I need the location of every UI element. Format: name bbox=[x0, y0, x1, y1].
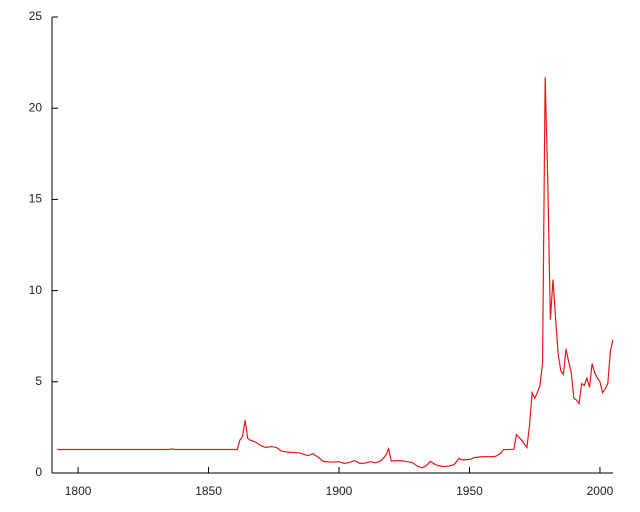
x-tick-label: 1850 bbox=[195, 484, 222, 498]
data-line bbox=[57, 77, 614, 469]
y-tick-label: 25 bbox=[29, 9, 43, 23]
x-tick-label: 1800 bbox=[65, 484, 92, 498]
y-tick-label: 20 bbox=[29, 100, 43, 114]
y-tick-label: 15 bbox=[29, 192, 43, 206]
y-tick-label: 0 bbox=[35, 465, 42, 479]
y-tick-label: 10 bbox=[29, 283, 43, 297]
x-tick-label: 1950 bbox=[456, 484, 483, 498]
x-tick-label: 1900 bbox=[326, 484, 353, 498]
y-tick-label: 5 bbox=[35, 374, 42, 388]
x-tick-label: 2000 bbox=[587, 484, 614, 498]
